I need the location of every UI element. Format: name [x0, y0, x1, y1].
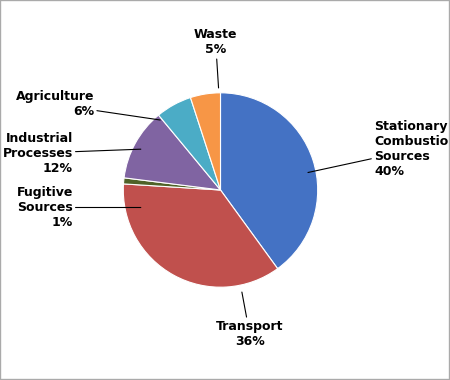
- Wedge shape: [190, 93, 220, 190]
- Text: Fugitive
Sources
1%: Fugitive Sources 1%: [16, 186, 141, 229]
- Wedge shape: [158, 98, 220, 190]
- Text: Industrial
Processes
12%: Industrial Processes 12%: [3, 131, 141, 174]
- Text: Stationary
Combustion
Sources
40%: Stationary Combustion Sources 40%: [308, 120, 450, 178]
- Wedge shape: [220, 93, 318, 269]
- Text: Transport
36%: Transport 36%: [216, 292, 284, 348]
- Wedge shape: [124, 115, 220, 190]
- Wedge shape: [123, 184, 278, 287]
- Text: Agriculture
6%: Agriculture 6%: [16, 90, 160, 120]
- Text: Waste
5%: Waste 5%: [194, 28, 238, 88]
- Wedge shape: [123, 178, 220, 190]
